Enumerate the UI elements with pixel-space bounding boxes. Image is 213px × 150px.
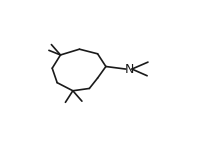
Text: N: N xyxy=(124,63,134,76)
